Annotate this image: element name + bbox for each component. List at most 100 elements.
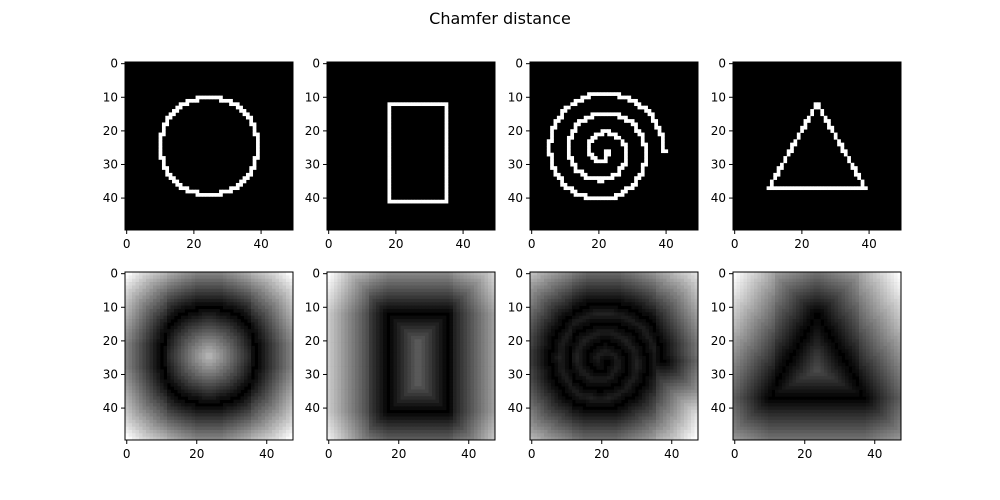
heatmap-cell <box>149 292 154 296</box>
heatmap-cell <box>139 272 143 276</box>
heatmap-cell <box>348 278 352 283</box>
heatmap-cell <box>330 292 335 296</box>
heatmap-cell <box>265 332 269 337</box>
heatmap-cell <box>460 332 464 337</box>
heatmap-cell <box>153 429 157 434</box>
heatmap-cell <box>177 345 182 350</box>
heatmap-cell <box>230 345 234 350</box>
heatmap-cell <box>139 292 143 296</box>
heatmap-cell <box>128 386 133 390</box>
heatmap-cell <box>460 302 464 306</box>
heatmap-cell <box>261 319 266 323</box>
heatmap-cell <box>590 176 595 180</box>
heatmap-cell <box>407 419 412 424</box>
heatmap-cell <box>170 332 175 337</box>
heatmap-cell <box>174 356 178 360</box>
heatmap-cell <box>414 416 419 421</box>
heatmap-cell <box>158 139 163 143</box>
heatmap-cell <box>202 302 206 306</box>
heatmap-cell <box>393 292 398 296</box>
heatmap-cell <box>484 322 489 327</box>
heatmap-cell <box>286 272 290 276</box>
heatmap-cell <box>286 396 290 401</box>
heatmap-cell <box>282 319 287 323</box>
heatmap-cell <box>421 322 426 327</box>
heatmap-cell <box>223 339 227 343</box>
heatmap-cell <box>279 329 283 333</box>
heatmap-cell <box>442 359 447 364</box>
heatmap-cell <box>226 272 231 276</box>
heatmap-cell <box>163 275 168 280</box>
heatmap-cell <box>247 423 252 427</box>
heatmap-cell <box>327 419 331 424</box>
heatmap-cell <box>435 288 440 293</box>
heatmap-cell <box>128 312 133 317</box>
heatmap-cell <box>142 436 147 441</box>
heatmap-cell <box>439 315 443 320</box>
heatmap-cell <box>484 312 489 317</box>
heatmap-cell <box>185 186 190 191</box>
heatmap-cell <box>128 275 133 280</box>
heatmap-cell <box>442 419 447 424</box>
heatmap-cell <box>132 362 136 367</box>
heatmap-cell <box>251 392 255 397</box>
heatmap-cell <box>334 345 338 350</box>
heatmap-cell <box>205 322 210 327</box>
heatmap-cell <box>237 345 241 350</box>
heatmap-cell <box>132 339 136 343</box>
heatmap-cell <box>254 292 259 296</box>
heatmap-cell <box>421 295 426 300</box>
heatmap-cell <box>251 282 255 286</box>
heatmap-cell <box>484 275 489 280</box>
heatmap-cell <box>463 308 468 313</box>
heatmap-cell <box>348 322 352 327</box>
heatmap-cell <box>484 305 489 310</box>
heatmap-cell <box>265 382 269 387</box>
heatmap-cell <box>407 319 412 323</box>
heatmap-cell <box>149 429 154 434</box>
heatmap-cell <box>237 349 241 353</box>
heatmap-cell <box>362 305 366 310</box>
heatmap-cell <box>546 152 551 157</box>
heatmap-cell <box>425 349 429 353</box>
heatmap-cell <box>279 305 283 310</box>
heatmap-cell <box>460 419 464 424</box>
heatmap-cell <box>261 379 266 384</box>
heatmap-cell <box>139 312 143 317</box>
heatmap-cell <box>268 433 273 437</box>
heatmap-cell <box>254 275 259 280</box>
heatmap-cell <box>275 423 280 427</box>
heatmap-cell <box>275 419 280 424</box>
heatmap-cell <box>587 139 591 143</box>
heatmap-cell <box>244 379 248 384</box>
heatmap-cell <box>421 339 426 343</box>
heatmap-cell <box>460 372 464 377</box>
heatmap-cell <box>334 292 338 296</box>
heatmap-cell <box>258 419 262 424</box>
heatmap-cell <box>351 319 356 323</box>
heatmap-cell <box>407 298 412 303</box>
heatmap-cell <box>275 376 280 380</box>
heatmap-cell <box>188 298 192 303</box>
heatmap-cell <box>654 122 659 127</box>
y-tick-label: 40 <box>103 401 118 415</box>
heatmap-cell <box>383 325 387 330</box>
heatmap-cell <box>470 278 475 283</box>
heatmap-cell <box>786 186 791 191</box>
heatmap-cell <box>132 319 136 323</box>
heatmap-cell <box>233 349 238 353</box>
heatmap-cell <box>251 322 255 327</box>
heatmap-cell <box>470 379 475 384</box>
heatmap-cell <box>428 406 433 411</box>
heatmap-cell <box>467 376 471 380</box>
heatmap-cell <box>170 416 175 421</box>
heatmap-cell <box>202 379 206 384</box>
heatmap-cell <box>566 152 571 157</box>
heatmap-cell <box>387 122 392 127</box>
heatmap-cell <box>216 369 220 374</box>
heatmap-cell <box>390 419 394 424</box>
heatmap-cell <box>209 389 213 394</box>
heatmap-cell <box>376 349 380 353</box>
heatmap-cell <box>467 275 471 280</box>
heatmap-cell <box>477 392 482 397</box>
